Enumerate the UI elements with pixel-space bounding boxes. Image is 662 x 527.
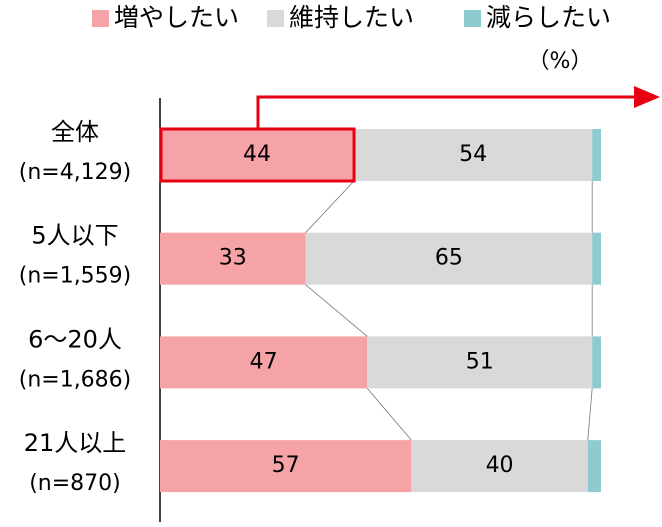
bar-segment <box>305 232 593 285</box>
category-label: 全体 <box>51 118 99 146</box>
legend-label: 維持したい <box>289 3 414 32</box>
bar-segment <box>160 440 412 493</box>
legend-label: 減らしたい <box>486 3 611 32</box>
unit-label: （%） <box>528 49 593 74</box>
connector-line <box>305 180 355 233</box>
bar-segment <box>160 336 368 389</box>
connector-line <box>305 284 368 337</box>
bar-segment <box>592 232 601 285</box>
legend-swatch <box>267 10 284 27</box>
data-label: 33 <box>219 246 247 271</box>
connector-line <box>366 388 412 441</box>
data-label: 44 <box>243 142 271 167</box>
sample-size-label: (n=870) <box>29 471 121 496</box>
bar-segment <box>160 232 306 285</box>
data-label: 47 <box>250 349 278 374</box>
sample-size-label: (n=1,686) <box>19 367 132 392</box>
sample-size-label: (n=1,559) <box>19 264 132 289</box>
data-label: 54 <box>459 142 487 167</box>
bar-segment <box>160 129 355 181</box>
sample-size-label: (n=4,129) <box>19 160 132 185</box>
bar-segment <box>592 129 601 181</box>
data-label: 65 <box>435 246 463 271</box>
category-label: 6〜20人 <box>28 325 122 353</box>
bar-segment <box>354 129 593 181</box>
bar-segment <box>587 440 601 493</box>
highlight-arrow <box>256 95 640 129</box>
legend-swatch <box>92 10 109 27</box>
bar-segment <box>411 440 588 493</box>
bar-segment <box>367 336 593 389</box>
category-label: 5人以下 <box>31 222 118 250</box>
legend-swatch <box>464 10 481 27</box>
legend-label: 増やしたい <box>114 3 239 32</box>
data-label: 57 <box>272 453 300 478</box>
bar-segment <box>592 336 601 389</box>
category-label: 21人以上 <box>24 429 127 457</box>
connector-line <box>587 388 593 441</box>
data-label: 40 <box>486 453 514 478</box>
arrow-head <box>634 86 660 108</box>
data-label: 51 <box>466 349 494 374</box>
